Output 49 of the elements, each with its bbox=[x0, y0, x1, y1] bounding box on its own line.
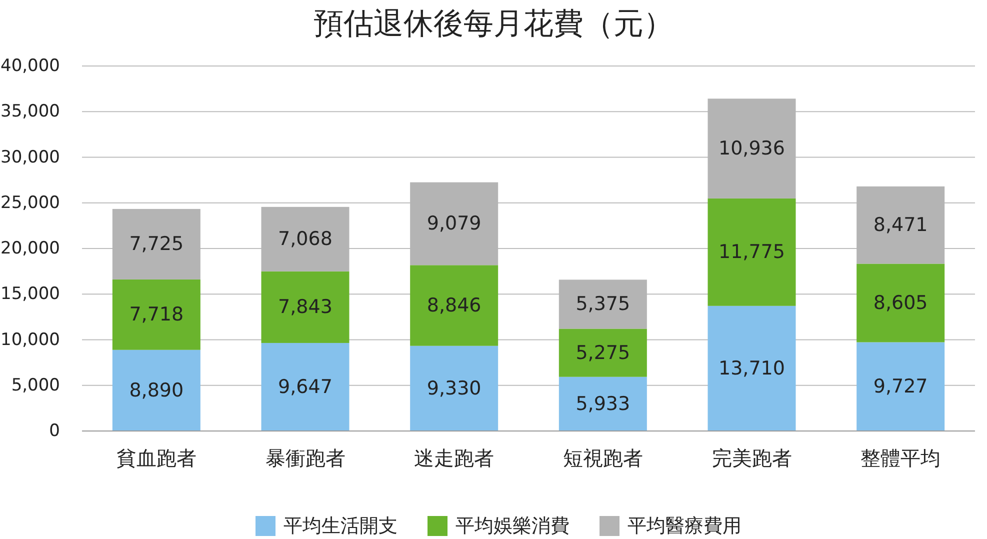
data-label: 7,843 bbox=[278, 296, 332, 318]
chart-title: 預估退休後每月花費（元） bbox=[314, 6, 674, 42]
y-tick-label: 30,000 bbox=[0, 147, 60, 168]
data-label: 7,725 bbox=[129, 233, 184, 256]
y-tick-label: 20,000 bbox=[0, 238, 60, 258]
y-tick-label: 25,000 bbox=[0, 192, 60, 213]
bar bbox=[558, 376, 647, 431]
bar bbox=[856, 264, 945, 342]
x-tick-label: 短視跑者 bbox=[562, 446, 643, 470]
legend-label: 平均娛樂消費 bbox=[456, 515, 570, 537]
x-tick-label: 整體平均 bbox=[860, 446, 941, 470]
data-label: 8,605 bbox=[873, 292, 928, 314]
y-tick-label: 10,000 bbox=[0, 330, 60, 350]
bar bbox=[410, 346, 498, 431]
bar bbox=[261, 342, 350, 431]
bar bbox=[112, 279, 200, 350]
data-label: 8,846 bbox=[426, 294, 482, 317]
x-tick-label: 迷走跑者 bbox=[414, 446, 494, 470]
x-tick-label: 貧血跑者 bbox=[116, 446, 196, 470]
data-label: 9,727 bbox=[873, 376, 928, 398]
data-label: 9,330 bbox=[426, 377, 482, 400]
data-label: 7,068 bbox=[278, 228, 332, 250]
x-tick-label: 暴衝跑者 bbox=[265, 446, 346, 470]
bar bbox=[708, 198, 796, 306]
data-label: 8,471 bbox=[873, 214, 928, 236]
bar bbox=[112, 350, 200, 431]
data-label: 7,718 bbox=[129, 304, 184, 326]
y-tick-label: 35,000 bbox=[0, 102, 60, 122]
y-tick-label: 40,000 bbox=[0, 56, 60, 76]
bar bbox=[558, 328, 647, 377]
data-label: 5,933 bbox=[576, 392, 630, 415]
data-label: 5,275 bbox=[576, 342, 630, 364]
bar bbox=[410, 265, 498, 346]
data-label: 10,936 bbox=[718, 138, 785, 160]
legend-label: 平均醫療費用 bbox=[628, 515, 742, 537]
data-label: 5,375 bbox=[576, 293, 630, 316]
x-tick-label: 完美跑者 bbox=[712, 446, 792, 470]
y-tick-label: 0 bbox=[49, 421, 60, 441]
y-tick-label: 15,000 bbox=[0, 284, 60, 304]
bar bbox=[261, 271, 350, 343]
data-label: 9,647 bbox=[278, 376, 332, 398]
data-label: 11,775 bbox=[718, 241, 785, 264]
legend-label: 平均生活開支 bbox=[284, 515, 398, 537]
data-label: 13,710 bbox=[718, 357, 785, 380]
bar bbox=[708, 306, 796, 431]
data-label: 9,079 bbox=[426, 212, 482, 235]
data-label: 8,890 bbox=[129, 379, 184, 402]
bar bbox=[856, 342, 945, 431]
y-tick-label: 5,000 bbox=[11, 375, 60, 396]
